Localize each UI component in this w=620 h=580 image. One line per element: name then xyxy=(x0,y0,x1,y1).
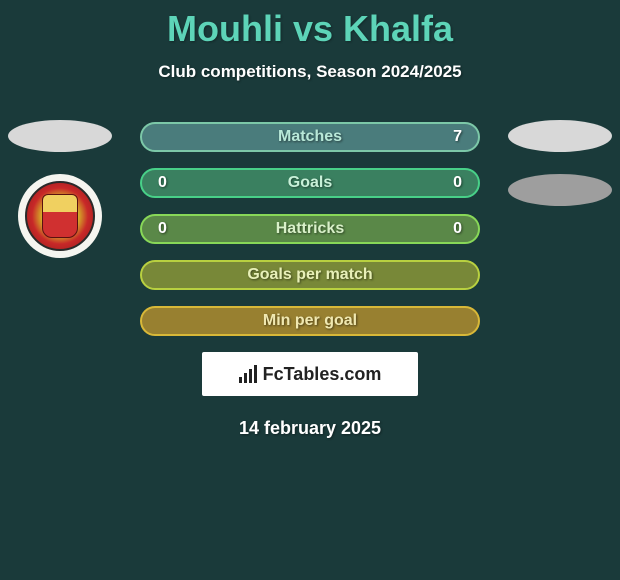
stat-label: Goals per match xyxy=(198,266,422,284)
left-club-badge xyxy=(18,174,102,258)
comparison-date: 14 february 2025 xyxy=(140,418,480,439)
stat-right-value: 7 xyxy=(422,128,462,146)
stats-container: Matches 7 0 Goals 0 0 Hattricks 0 Goals … xyxy=(140,122,480,439)
left-player-column xyxy=(8,120,112,258)
stat-label: Hattricks xyxy=(198,220,422,238)
subtitle: Club competitions, Season 2024/2025 xyxy=(0,62,620,82)
page-title: Mouhli vs Khalfa xyxy=(0,0,620,50)
stat-label: Matches xyxy=(198,128,422,146)
stat-row-matches: Matches 7 xyxy=(140,122,480,152)
right-player-column xyxy=(508,120,612,228)
stat-row-hattricks: 0 Hattricks 0 xyxy=(140,214,480,244)
right-player-ellipse-1 xyxy=(508,120,612,152)
right-player-ellipse-2 xyxy=(508,174,612,206)
stat-left-value: 0 xyxy=(158,174,198,192)
stat-left-value: 0 xyxy=(158,220,198,238)
stat-right-value: 0 xyxy=(422,174,462,192)
stat-row-min-per-goal: Min per goal xyxy=(140,306,480,336)
fctables-logo[interactable]: FcTables.com xyxy=(202,352,418,396)
stat-right-value: 0 xyxy=(422,220,462,238)
stat-label: Goals xyxy=(198,174,422,192)
left-player-ellipse xyxy=(8,120,112,152)
stat-label: Min per goal xyxy=(198,312,422,330)
logo-bars-icon xyxy=(239,365,257,383)
stat-row-goals-per-match: Goals per match xyxy=(140,260,480,290)
stat-row-goals: 0 Goals 0 xyxy=(140,168,480,198)
logo-text: FcTables.com xyxy=(263,364,382,385)
badge-shield-icon xyxy=(25,181,95,251)
